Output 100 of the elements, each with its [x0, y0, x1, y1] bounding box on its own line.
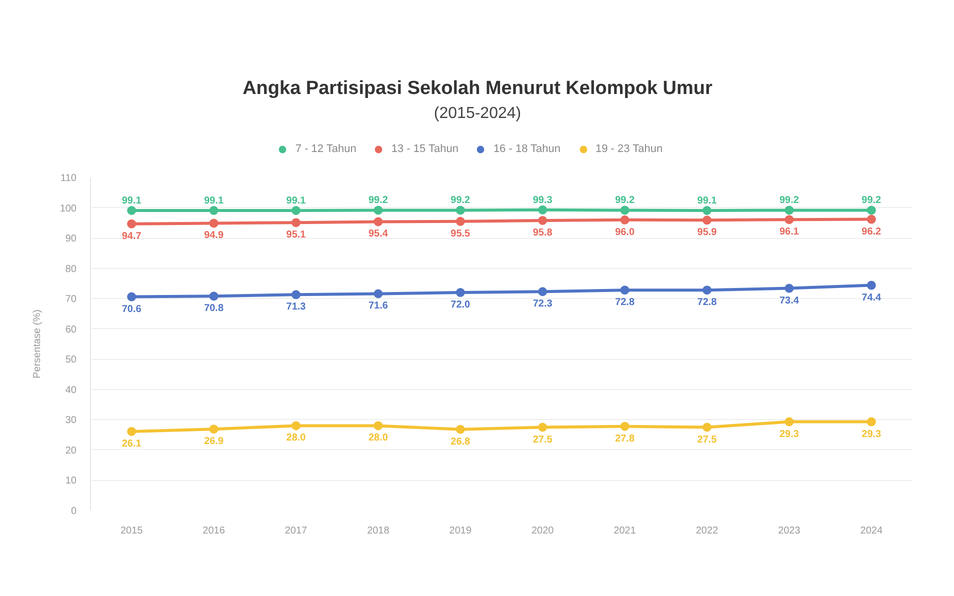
- point: [209, 218, 218, 228]
- point: [456, 216, 465, 226]
- point: [374, 421, 383, 430]
- point: [292, 206, 300, 215]
- data-label: 95.5: [450, 228, 471, 240]
- data-label: 73.4: [779, 295, 800, 306]
- data-label: 94.9: [204, 230, 224, 242]
- data-label: 29.3: [779, 428, 800, 440]
- chart-subtitle: (2015-2024): [434, 105, 522, 122]
- data-label: 26.9: [204, 436, 224, 448]
- point: [127, 219, 136, 228]
- point: [456, 206, 465, 215]
- point: [866, 206, 876, 215]
- y-tick-label: 40: [65, 384, 77, 396]
- data-label: 95.8: [532, 227, 553, 238]
- legend-label: 7 - 12 Tahun: [295, 143, 356, 155]
- point: [784, 417, 794, 426]
- y-tick-label: 90: [65, 234, 77, 245]
- point: [374, 289, 383, 298]
- data-label: 99.1: [122, 195, 142, 206]
- data-label: 99.1: [286, 195, 306, 206]
- point: [127, 292, 136, 302]
- point: [866, 417, 876, 426]
- legend-label: 16 - 18 Tahun: [493, 143, 561, 155]
- point: [784, 284, 794, 293]
- point: [866, 280, 876, 290]
- point: [538, 216, 548, 225]
- point: [292, 218, 300, 228]
- data-label: 27.8: [615, 433, 635, 444]
- point: [209, 292, 218, 301]
- data-label: 95.9: [697, 227, 718, 238]
- data-label: 96.2: [862, 226, 882, 238]
- x-tick-label: 2019: [449, 526, 472, 536]
- y-tick-label: 20: [65, 445, 77, 456]
- data-label: 72.3: [532, 298, 553, 310]
- point: [702, 422, 712, 432]
- data-label: 99.2: [862, 195, 882, 206]
- x-tick-label: 2016: [202, 526, 226, 536]
- data-label: 72.8: [697, 297, 718, 308]
- point: [866, 214, 876, 224]
- chart-title: Angka Partisipasi Sekolah Menurut Kelompok Umur: [242, 78, 714, 99]
- point: [538, 422, 548, 432]
- point: [292, 290, 300, 300]
- data-label: 29.3: [862, 428, 882, 440]
- data-label: 72.8: [615, 297, 635, 308]
- data-label: 99.2: [450, 195, 471, 206]
- data-label: 99.2: [779, 195, 800, 206]
- y-tick-label: 110: [60, 173, 77, 184]
- point: [620, 286, 630, 295]
- y-axis-title: Persentase (%): [32, 310, 43, 378]
- data-label: 99.1: [697, 195, 718, 206]
- point: [538, 205, 548, 214]
- data-label: 70.8: [204, 303, 224, 314]
- data-label: 99.1: [204, 195, 224, 206]
- point: [374, 206, 383, 215]
- data-label: 94.7: [122, 230, 142, 242]
- y-tick-label: 80: [65, 264, 77, 275]
- data-label: 99.2: [615, 195, 635, 206]
- point: [784, 206, 794, 215]
- point: [292, 421, 300, 430]
- point: [620, 422, 630, 431]
- point: [702, 216, 712, 225]
- y-tick-label: 60: [65, 324, 77, 336]
- x-tick-label: 2024: [860, 526, 883, 536]
- data-label: 70.6: [122, 304, 142, 315]
- y-tick-label: 10: [65, 476, 77, 487]
- x-tick-label: 2022: [696, 526, 719, 536]
- data-label: 71.3: [286, 302, 306, 313]
- point: [620, 206, 630, 215]
- x-tick-label: 2017: [284, 526, 308, 536]
- x-tick-label: 2023: [778, 526, 801, 536]
- point: [784, 215, 794, 224]
- point: [127, 206, 136, 215]
- point: [702, 206, 712, 215]
- data-label: 99.2: [368, 195, 388, 206]
- point: [456, 424, 465, 434]
- point: [209, 424, 218, 434]
- y-tick-label: 30: [65, 415, 77, 426]
- data-label: 71.6: [368, 300, 388, 312]
- point: [620, 215, 630, 224]
- data-label: 99.3: [532, 194, 553, 206]
- data-label: 72.0: [450, 300, 471, 311]
- point: [127, 426, 136, 436]
- point: [374, 217, 383, 226]
- point: [538, 287, 548, 296]
- data-label: 95.1: [286, 230, 306, 241]
- point: [702, 286, 712, 295]
- data-label: 26.8: [450, 436, 471, 448]
- data-label: 96.0: [615, 226, 635, 238]
- x-tick-label: 2018: [367, 526, 390, 536]
- data-label: 26.1: [122, 438, 142, 450]
- data-label: 27.5: [532, 434, 553, 446]
- legend-label: 19 - 23 Tahun: [596, 143, 663, 155]
- y-tick-label: 50: [65, 354, 77, 366]
- data-label: 28.0: [368, 432, 388, 444]
- y-tick-label: 100: [60, 203, 77, 214]
- data-label: 95.4: [368, 228, 388, 240]
- data-label: 27.5: [697, 434, 718, 446]
- data-label: 28.0: [286, 432, 306, 444]
- data-label: 96.1: [779, 226, 800, 238]
